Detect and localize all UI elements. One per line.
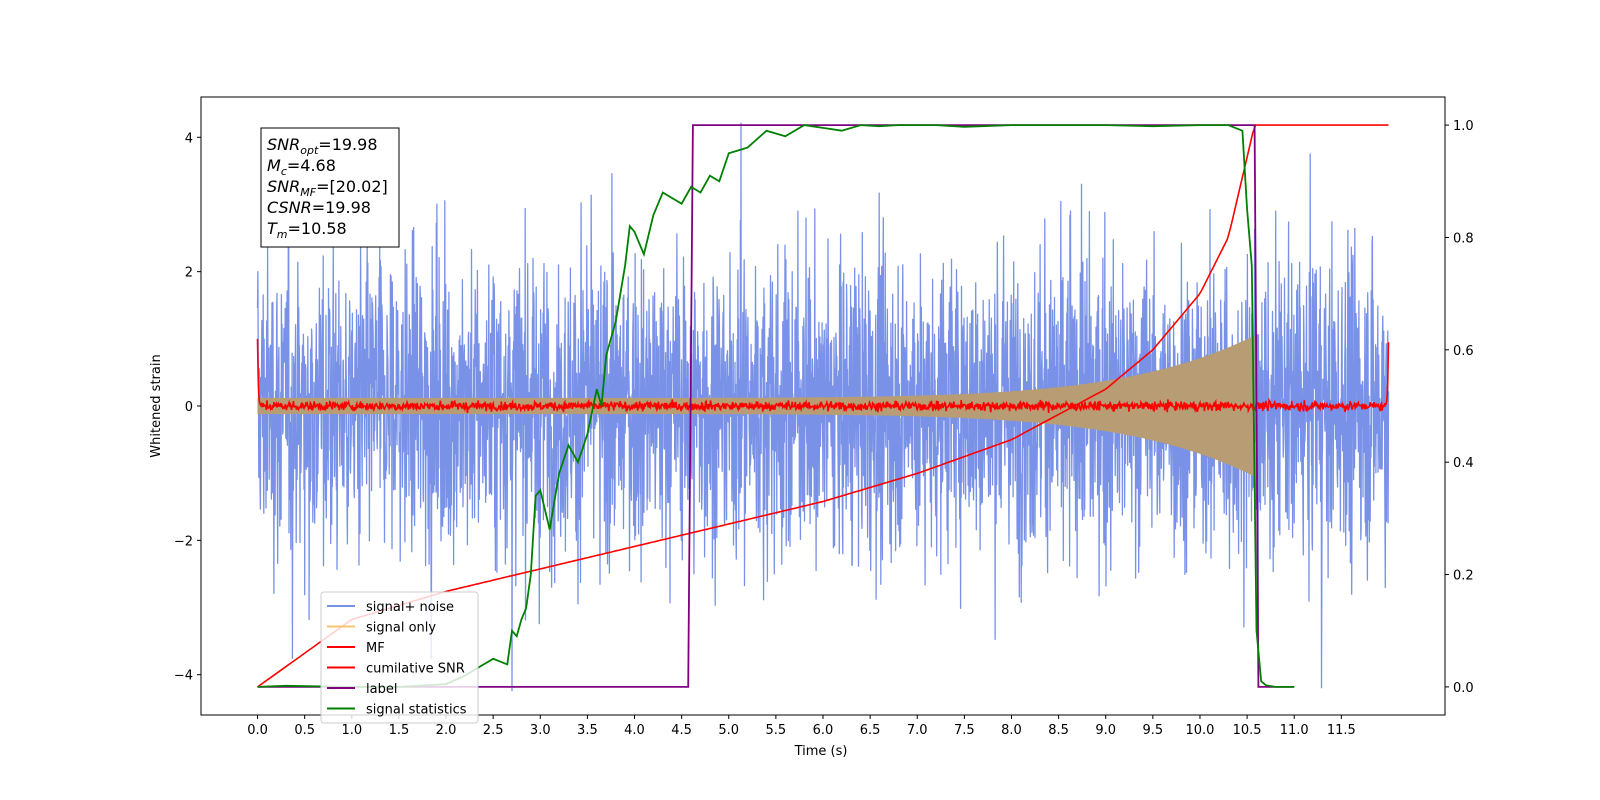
x-tick-label: 2.0: [436, 723, 457, 738]
x-tick-label: 1.5: [389, 723, 410, 738]
x-tick-label: 4.0: [624, 723, 645, 738]
x-tick-label: 8.0: [1001, 723, 1022, 738]
y-tick-label: 4: [185, 131, 193, 146]
x-tick-label: 3.0: [530, 723, 551, 738]
y2-tick-label: 0.4: [1453, 456, 1474, 471]
annotation-line: Mc=4.68: [267, 156, 336, 178]
legend: signal+ noise signal only MF cumilative SNR…: [320, 591, 479, 724]
x-tick-label: 11.5: [1327, 723, 1356, 738]
annotation-line: CSNR=19.98: [267, 198, 371, 217]
x-tick-label: 11.0: [1280, 723, 1309, 738]
y2-tick-label: 0.8: [1453, 231, 1474, 246]
y2-tick-label: 0.0: [1453, 681, 1474, 696]
x-tick-label: 9.5: [1143, 723, 1164, 738]
x-tick-label: 5.0: [718, 723, 739, 738]
x-tick-label: 6.5: [860, 723, 881, 738]
x-tick-label: 1.0: [341, 723, 362, 738]
y2-tick-label: 0.2: [1453, 569, 1474, 584]
legend-label: signal+ noise: [366, 600, 454, 615]
x-tick-label: 3.5: [577, 723, 598, 738]
x-tick-label: 10.5: [1233, 723, 1262, 738]
x-tick-label: 7.0: [907, 723, 928, 738]
y-tick-label: 0: [185, 400, 193, 415]
annotation-line: SNRopt=19.98: [267, 135, 378, 157]
mf-line: [256, 338, 1390, 414]
x-axis: 0.0 0.5 1.0 1.5 2.0 2.5 3.0 3.5 4.0 4.5 5.0 5.5 6.0 6…: [247, 715, 1356, 738]
x-tick-label: 8.5: [1048, 723, 1069, 738]
y-axis-label: Whitened strain: [149, 354, 164, 457]
x-tick-label: 6.0: [813, 723, 834, 738]
y-axis-left: −4 −2 0 2 4: [174, 131, 201, 684]
annotation-line: SNRMF=[20.02]: [267, 177, 388, 199]
plot-area: [256, 122, 1390, 692]
annotation-box: SNRopt=19.98Mc=4.68SNRMF=[20.02]CSNR=19.…: [260, 127, 400, 248]
label-line: [257, 124, 1295, 688]
annotation-line: Tm=10.58: [267, 219, 347, 241]
legend-label: MF: [366, 641, 385, 656]
legend-label: cumilative SNR: [366, 662, 465, 677]
x-tick-label: 0.0: [247, 723, 268, 738]
x-tick-label: 4.5: [671, 723, 692, 738]
y2-tick-label: 1.0: [1453, 119, 1474, 134]
cumulative-snr-line: [257, 124, 1389, 688]
y-axis-right: 0.0 0.2 0.4 0.6 0.8 1.0: [1445, 119, 1474, 696]
legend-label: signal statistics: [366, 703, 467, 718]
x-tick-label: 0.5: [294, 723, 315, 738]
y-tick-label: −2: [174, 534, 193, 549]
legend-label: signal only: [366, 621, 436, 636]
x-axis-label: Time (s): [794, 744, 848, 759]
x-tick-label: 7.5: [954, 723, 975, 738]
signal-statistics-line: [257, 124, 1295, 688]
y2-tick-label: 0.6: [1453, 344, 1474, 359]
x-tick-label: 5.5: [766, 723, 787, 738]
x-tick-label: 9.0: [1095, 723, 1116, 738]
legend-label: label: [366, 682, 397, 697]
x-tick-label: 2.5: [483, 723, 504, 738]
y-tick-label: 2: [185, 266, 193, 281]
x-tick-label: 10.0: [1185, 723, 1214, 738]
y-tick-label: −4: [174, 669, 193, 684]
